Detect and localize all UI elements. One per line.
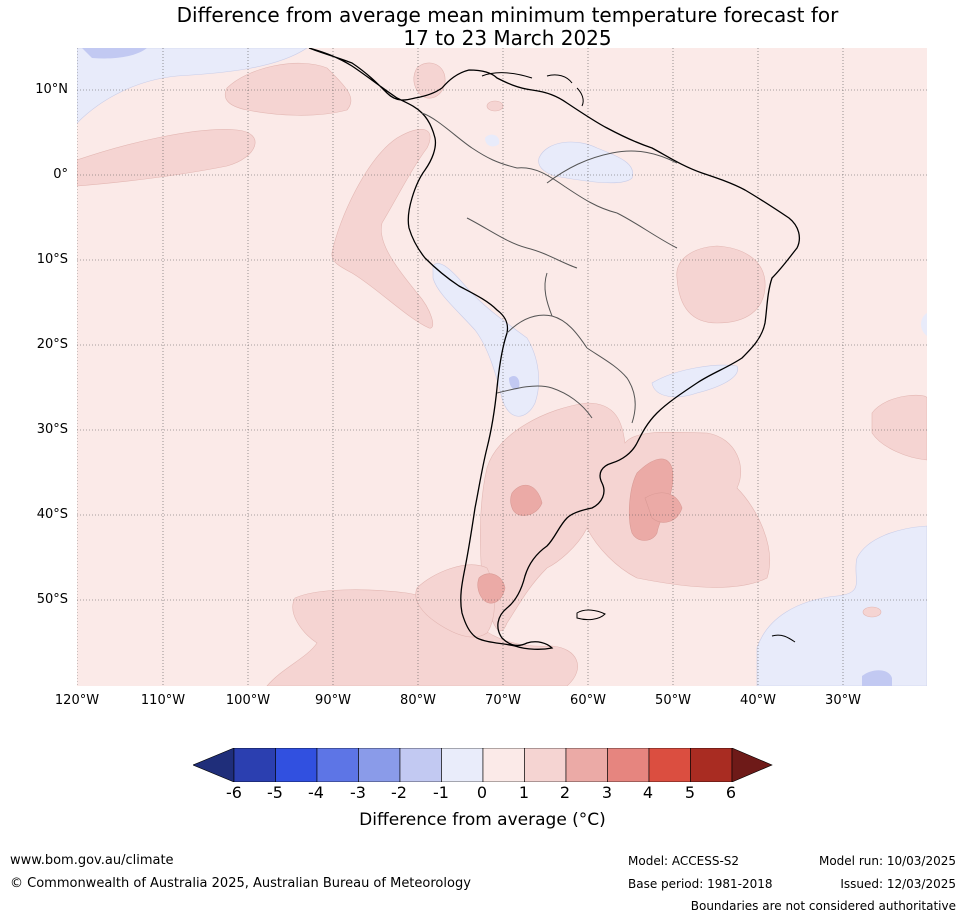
footer-base-period: Base period: 1981-2018: [628, 877, 773, 891]
colorbar-extend-low: [192, 747, 235, 783]
colorbar-tick: 0: [476, 783, 488, 802]
anomaly-blue-northwest: [77, 48, 308, 124]
colorbar-tick: 1: [518, 783, 530, 802]
colorbar-tick: 3: [601, 783, 613, 802]
lon-label-90w: 90°W: [315, 693, 351, 708]
colorbar-cell: [607, 747, 650, 783]
anomaly-darkred-patagonia: [477, 573, 506, 604]
anomaly-red-colombia: [413, 62, 446, 99]
lon-label-120w: 120°W: [54, 693, 100, 708]
colorbar-cell: [275, 747, 318, 783]
footer-disclaimer: Boundaries are not considered authoritat…: [690, 899, 956, 913]
south-america-coastline: [308, 48, 800, 650]
anomaly-red-galapagos: [331, 129, 433, 329]
colorbar-tick: 5: [684, 783, 696, 802]
colorbar-cell: [399, 747, 442, 783]
colorbar-svg: [192, 747, 773, 783]
anomaly-red-small-north: [486, 100, 504, 112]
anomaly-blue-south-georgia: [862, 670, 892, 686]
colorbar-cell: [233, 747, 276, 783]
lon-label-30w: 30°W: [825, 693, 861, 708]
footer-copyright: © Commonwealth of Australia 2025, Austra…: [10, 876, 471, 891]
map-svg: [77, 48, 927, 686]
colorbar-tick: -4: [308, 783, 324, 802]
colorbar-extend-high: [731, 747, 773, 783]
anomaly-red-southeast-pacific: [266, 589, 578, 686]
lon-label-60w: 60°W: [570, 693, 606, 708]
footer-issued: Issued: 12/03/2025: [840, 877, 956, 891]
lat-label-10s: 10°S: [36, 252, 68, 267]
anomaly-blue-east-edge: [921, 313, 927, 336]
colorbar-cell: [482, 747, 525, 783]
footer-model-run: Model run: 10/03/2025: [818, 854, 956, 868]
lon-label-80w: 80°W: [400, 693, 436, 708]
colorbar-cells: [192, 747, 773, 783]
anomaly-red-caribbean: [224, 62, 352, 116]
title-line-2: 17 to 23 March 2025: [403, 26, 612, 50]
lon-label-110w: 110°W: [140, 693, 186, 708]
anomaly-red-argentina: [480, 402, 770, 632]
lon-label-40w: 40°W: [740, 693, 776, 708]
colorbar-cell: [358, 747, 401, 783]
gridlines: [77, 48, 927, 686]
lon-label-70w: 70°W: [485, 693, 521, 708]
colorbar: [192, 747, 775, 786]
footer-website: www.bom.gov.au/climate: [10, 853, 174, 868]
map-title: Difference from average mean minimum tem…: [0, 4, 965, 50]
colorbar-tick: -5: [267, 783, 283, 802]
colorbar-tick: -2: [391, 783, 407, 802]
anomaly-red-small-south: [862, 606, 882, 618]
lon-label-100w: 100°W: [225, 693, 271, 708]
lat-label-30s: 30°S: [36, 422, 68, 437]
anomaly-red-pacific-equator: [77, 129, 256, 187]
anomaly-red-cape-horn: [415, 564, 495, 638]
lon-label-50w: 50°W: [655, 693, 691, 708]
lat-label-20s: 20°S: [36, 337, 68, 352]
anomaly-blue-southeast: [756, 525, 927, 686]
country-borders: [421, 112, 678, 424]
colorbar-cell: [690, 747, 733, 783]
colorbar-tick: -3: [350, 783, 366, 802]
anomaly-red-brazil: [676, 245, 766, 324]
anomaly-blue-caribbean: [485, 134, 500, 147]
lat-label-10n: 10°N: [35, 82, 68, 97]
colorbar-tick: 2: [559, 783, 571, 802]
colorbar-label: Difference from average (°C): [359, 810, 606, 830]
colorbar-cell: [441, 747, 484, 783]
south-georgia: [771, 634, 796, 643]
colorbar-cell: [524, 747, 567, 783]
lat-label-0: 0°: [53, 167, 68, 182]
title-line-1: Difference from average mean minimum tem…: [176, 3, 839, 27]
caribbean-islands: [481, 72, 584, 107]
forecast-map: [77, 48, 927, 686]
colorbar-cell: [565, 747, 608, 783]
colorbar-tick: 4: [642, 783, 654, 802]
anomaly-blue-northwest-dark: [82, 48, 147, 59]
anomaly-red-atlantic-east: [871, 394, 927, 461]
colorbar-cell: [316, 747, 359, 783]
colorbar-tick: -6: [226, 783, 242, 802]
footer-model: Model: ACCESS-S2: [628, 854, 740, 868]
colorbar-tick: -1: [433, 783, 449, 802]
lat-label-40s: 40°S: [36, 507, 68, 522]
colorbar-cell: [648, 747, 691, 783]
falkland-islands: [576, 609, 606, 621]
anomaly-blue-brazil-coast: [651, 364, 738, 398]
anomaly-blue-atacama: [509, 376, 520, 390]
lat-label-50s: 50°S: [36, 592, 68, 607]
anomaly-lightblue-pacific-south: [644, 492, 683, 523]
colorbar-tick: 6: [725, 783, 737, 802]
